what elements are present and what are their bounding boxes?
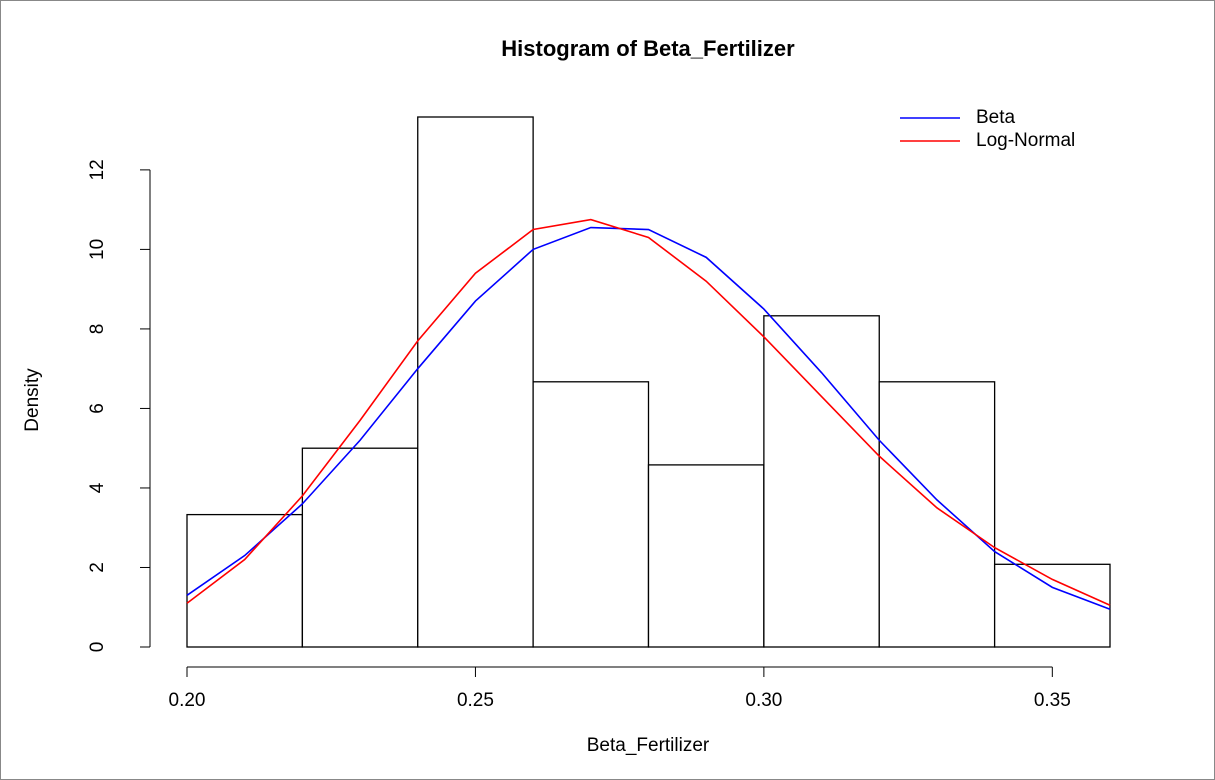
legend-label: Beta xyxy=(976,107,1016,128)
x-tick-label: 0.25 xyxy=(457,690,494,711)
y-tick-label: 10 xyxy=(87,239,108,260)
y-tick-label: 4 xyxy=(87,482,108,493)
bar xyxy=(647,464,765,648)
density-line xyxy=(186,226,1111,610)
x-axis-label: Beta_Fertilizer xyxy=(587,735,710,756)
y-tick-label: 8 xyxy=(87,324,108,335)
bar xyxy=(993,563,1111,648)
x-tick-label: 0.20 xyxy=(169,690,206,711)
y-tick-label: 2 xyxy=(87,562,108,573)
y-tick-label: 6 xyxy=(87,403,108,414)
bar xyxy=(878,381,996,648)
y-tick-label: 0 xyxy=(87,642,108,653)
x-tick-label: 0.30 xyxy=(745,690,782,711)
x-tick-label: 0.35 xyxy=(1034,690,1071,711)
bar xyxy=(763,315,880,648)
bar xyxy=(417,116,534,648)
bar xyxy=(301,447,419,648)
chart-title: Histogram of Beta_Fertilizer xyxy=(501,36,795,61)
bar xyxy=(186,513,304,648)
bar xyxy=(532,381,650,648)
y-tick-label: 12 xyxy=(87,159,108,180)
density-line xyxy=(186,218,1111,606)
legend-label: Log-Normal xyxy=(976,130,1075,151)
y-axis-label: Density xyxy=(22,368,43,432)
